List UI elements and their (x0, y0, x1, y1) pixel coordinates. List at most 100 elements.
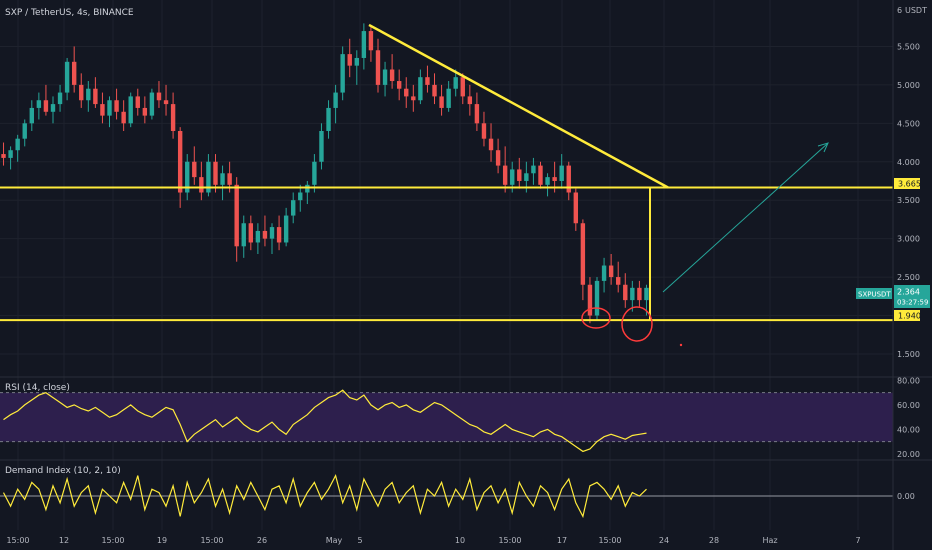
x-tick-3: 19 (157, 536, 167, 545)
last-price-badge: SXPUSDT 2.364 03:27:59 (856, 285, 930, 308)
candle-body-31 (220, 173, 225, 185)
candle-body-45 (319, 131, 324, 162)
candle-body-88 (623, 284, 628, 301)
drawings[interactable] (0, 23, 893, 347)
candle-body-21 (149, 92, 155, 116)
red-dot (679, 343, 683, 347)
candle-body-83 (587, 284, 593, 316)
demand-tick-0: 0.00 (897, 492, 915, 501)
price-tick-5: 4.000 (897, 158, 920, 167)
candle-body-12 (86, 88, 91, 101)
candle-body-72 (510, 169, 515, 185)
x-tick-14: Haz (762, 536, 777, 545)
symbol-title[interactable]: SXP / TetherUS, 4s, BINANCE (5, 8, 134, 18)
candle-body-43 (305, 184, 310, 193)
candle-body-90 (637, 287, 642, 301)
candle-body-39 (276, 227, 282, 243)
price-tick-0: 1.500 (897, 350, 920, 359)
candle-body-54 (382, 69, 388, 85)
candle-body-9 (64, 61, 70, 93)
candle-body-84 (594, 280, 600, 316)
candle-body-6 (43, 100, 49, 112)
candle-body-18 (128, 96, 133, 124)
candle-body-3 (22, 123, 27, 139)
candle-body-58 (411, 96, 416, 101)
candle-body-15 (107, 100, 112, 116)
symbol-tag-text: SXPUSDT (858, 291, 891, 299)
candle-body-24 (170, 104, 176, 131)
candle-body-22 (156, 92, 162, 101)
candle-body-64 (453, 77, 458, 89)
x-tick-11: 15:00 (598, 536, 621, 545)
candle-body-69 (488, 138, 494, 151)
x-tick-8: 10 (455, 536, 465, 545)
x-tick-7: 5 (357, 536, 362, 545)
rsi-tick-1: 60.00 (897, 401, 920, 410)
target-arrow-head (817, 142, 829, 153)
price-tick-4: 3.500 (897, 196, 920, 205)
currency-label[interactable]: USDT (905, 6, 927, 15)
candle-body-28 (199, 177, 204, 193)
axes: 15:00 12 15:00 19 15:00 26 May 5 10 15:00 17 15:00 2… (6, 42, 919, 545)
rsi-title[interactable]: RSI (14, close) (5, 383, 70, 393)
top-axis-value: 6 (897, 6, 902, 15)
badge-upper-level: 3.665 (894, 178, 921, 189)
x-tick-13: 28 (709, 536, 719, 545)
candle-body-47 (333, 92, 338, 108)
candle-body-62 (439, 96, 444, 108)
candle-body-29 (206, 161, 211, 193)
candle-body-57 (404, 88, 409, 97)
candle-body-37 (262, 230, 268, 239)
candle-body-26 (185, 161, 190, 193)
candle-body-68 (481, 123, 487, 139)
candle-body-81 (573, 192, 579, 224)
rsi-tick-0: 80.00 (897, 376, 920, 385)
candle-body-80 (566, 165, 571, 193)
candle-body-87 (616, 277, 621, 285)
candle-body-11 (79, 84, 84, 101)
candle-body-53 (375, 50, 381, 85)
rsi-pane (0, 389, 893, 453)
candle-body-8 (57, 92, 63, 105)
candle-body-50 (354, 57, 359, 66)
candle-body-5 (36, 100, 42, 108)
x-tick-15: 7 (855, 536, 860, 545)
candle-body-59 (418, 77, 423, 101)
candle-body-56 (396, 81, 402, 89)
price-candles (1, 23, 649, 324)
badge-lower-level: 1.940 (894, 310, 921, 321)
x-tick-2: 15:00 (101, 536, 124, 545)
rsi-band (0, 392, 893, 442)
candle-body-1 (8, 150, 13, 158)
candle-body-89 (630, 287, 635, 301)
badge-lower-text: 1.940 (898, 312, 921, 321)
candle-body-73 (517, 169, 522, 181)
last-price-text: 2.364 (897, 288, 920, 297)
candle-body-49 (347, 54, 352, 66)
candle-body-7 (50, 104, 56, 112)
candle-body-91 (644, 287, 649, 301)
x-tick-6: May (326, 536, 343, 545)
demand-index-title[interactable]: Demand Index (10, 2, 10) (5, 466, 121, 476)
candle-body-51 (361, 31, 367, 58)
candle-body-67 (474, 104, 480, 124)
price-tick-2: 2.500 (897, 273, 920, 282)
candle-body-34 (241, 223, 246, 247)
rsi-tick-2: 40.00 (897, 425, 920, 434)
candle-body-20 (142, 107, 148, 116)
candle-body-61 (432, 84, 437, 97)
candle-body-77 (545, 177, 550, 185)
rsi-tick-3: 20.00 (897, 450, 920, 459)
candle-body-38 (269, 227, 275, 239)
descending-trendline (368, 23, 669, 189)
x-tick-0: 15:00 (6, 536, 29, 545)
candle-body-65 (460, 77, 465, 97)
candle-body-35 (248, 223, 254, 243)
candle-body-19 (135, 96, 140, 108)
candle-body-27 (192, 161, 197, 178)
x-tick-12: 24 (659, 536, 669, 545)
x-tick-4: 15:00 (200, 536, 223, 545)
price-tick-3: 3.000 (897, 235, 920, 244)
candle-body-71 (502, 165, 508, 185)
